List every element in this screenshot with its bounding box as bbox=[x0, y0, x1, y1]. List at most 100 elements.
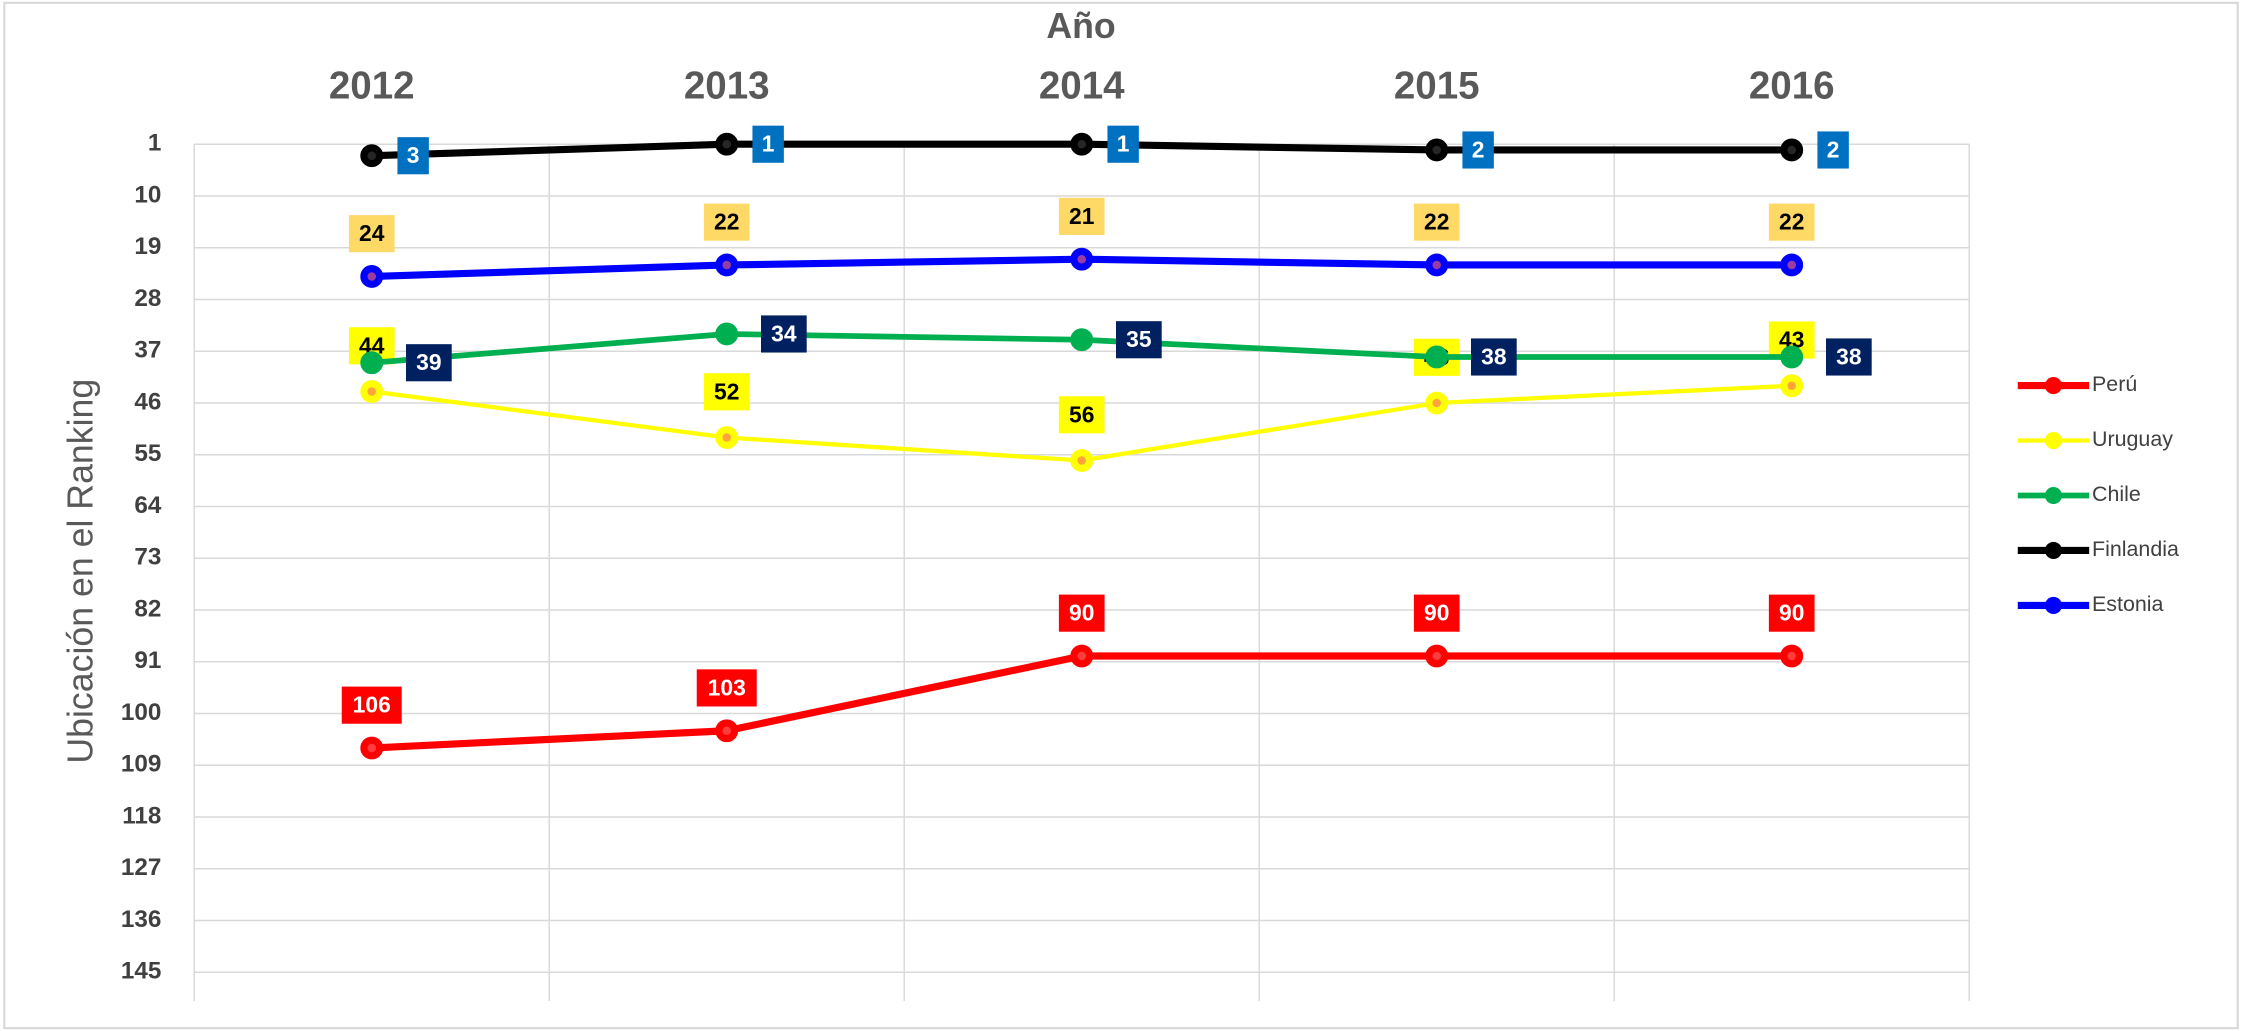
data-point-center bbox=[722, 260, 732, 270]
data-label: 22 bbox=[714, 209, 739, 235]
data-label-box bbox=[1825, 338, 1872, 376]
data-point-center bbox=[1787, 260, 1797, 270]
data-point bbox=[1425, 345, 1449, 369]
chart-border bbox=[3, 1, 2239, 1030]
data-point-center bbox=[722, 433, 732, 442]
x-tick-label: 2014 bbox=[1039, 65, 1125, 108]
y-tick-label: 91 bbox=[134, 647, 161, 674]
legend-marker bbox=[2044, 596, 2063, 615]
data-label-box bbox=[703, 203, 750, 241]
x-tick-label: 2012 bbox=[329, 65, 415, 108]
y-tick-label: 1 bbox=[148, 130, 162, 157]
data-label-box bbox=[1817, 131, 1849, 169]
data-label: 1 bbox=[1117, 131, 1130, 157]
data-point bbox=[360, 351, 384, 375]
legend-label: Perú bbox=[2092, 372, 2137, 396]
data-label: 90 bbox=[1069, 600, 1094, 626]
y-tick-label: 73 bbox=[134, 544, 161, 571]
data-point-center bbox=[722, 726, 732, 736]
data-point bbox=[1780, 345, 1804, 369]
data-label: 56 bbox=[1069, 401, 1094, 427]
data-label: 38 bbox=[1481, 343, 1506, 369]
data-label-box bbox=[1413, 594, 1460, 632]
x-tick-label: 2015 bbox=[1394, 65, 1480, 108]
data-point-center bbox=[367, 272, 377, 281]
data-point-center bbox=[1432, 651, 1442, 661]
data-point-center bbox=[1787, 145, 1797, 155]
data-label: 24 bbox=[359, 220, 385, 246]
data-label: 21 bbox=[1069, 203, 1095, 229]
data-point-center bbox=[1432, 145, 1442, 155]
data-point-center bbox=[1077, 651, 1087, 661]
data-point-center bbox=[367, 387, 377, 396]
data-point-center bbox=[1077, 254, 1087, 264]
data-point-center bbox=[1432, 398, 1442, 408]
y-tick-label: 127 bbox=[121, 854, 162, 881]
y-tick-label: 28 bbox=[134, 285, 161, 312]
data-point-center bbox=[1432, 260, 1442, 270]
legend-marker bbox=[2044, 431, 2063, 450]
data-label-box bbox=[341, 686, 402, 724]
data-label: 103 bbox=[708, 674, 746, 700]
y-tick-label: 118 bbox=[122, 802, 161, 829]
data-label-box bbox=[1768, 203, 1815, 241]
data-label-box bbox=[703, 373, 750, 411]
data-label-box bbox=[1768, 594, 1815, 632]
y-tick-label: 10 bbox=[134, 181, 161, 208]
data-label-box bbox=[1107, 125, 1139, 163]
y-tick-label: 37 bbox=[134, 337, 161, 364]
data-point-center bbox=[1077, 456, 1087, 465]
y-tick-label: 55 bbox=[134, 440, 161, 467]
legend-label: Chile bbox=[2092, 482, 2141, 506]
y-tick-label: 64 bbox=[134, 492, 161, 519]
data-label: 2 bbox=[1472, 136, 1485, 162]
legend-marker bbox=[2044, 541, 2063, 560]
legend-label: Finlandia bbox=[2092, 537, 2179, 561]
data-label: 2 bbox=[1827, 136, 1840, 162]
y-axis-label: Ubicación en el Ranking bbox=[60, 379, 100, 764]
y-tick-label: 46 bbox=[134, 388, 161, 415]
data-point-center bbox=[722, 139, 732, 149]
data-label-box bbox=[397, 137, 429, 175]
legend-marker bbox=[2044, 376, 2063, 395]
data-label-box bbox=[1058, 594, 1105, 632]
data-label: 90 bbox=[1779, 600, 1804, 626]
data-label-box bbox=[696, 669, 757, 707]
data-label: 90 bbox=[1424, 600, 1449, 626]
data-label: 39 bbox=[416, 349, 441, 375]
data-label-box bbox=[761, 315, 807, 353]
legend-label: Estonia bbox=[2092, 592, 2163, 616]
data-label-box bbox=[1058, 396, 1105, 434]
data-label-box bbox=[348, 215, 395, 253]
data-label: 22 bbox=[1424, 209, 1449, 235]
data-label-box bbox=[1462, 131, 1494, 169]
data-label: 106 bbox=[353, 692, 391, 718]
data-point-center bbox=[367, 743, 377, 753]
data-label-box bbox=[1116, 321, 1162, 359]
legend-marker bbox=[2044, 486, 2063, 505]
y-tick-label: 145 bbox=[121, 958, 162, 985]
data-point-center bbox=[1787, 651, 1797, 661]
data-label-box bbox=[1058, 197, 1105, 235]
data-label: 38 bbox=[1836, 343, 1861, 369]
data-label: 3 bbox=[407, 142, 420, 168]
legend-label: Uruguay bbox=[2092, 427, 2173, 451]
data-label: 22 bbox=[1779, 209, 1804, 235]
chart-title: Año bbox=[1046, 6, 1115, 46]
data-point bbox=[715, 322, 739, 346]
data-point-center bbox=[1077, 139, 1087, 149]
y-tick-label: 82 bbox=[134, 595, 161, 622]
y-tick-label: 100 bbox=[121, 699, 162, 726]
data-label: 1 bbox=[762, 131, 775, 157]
x-tick-label: 2016 bbox=[1749, 65, 1835, 108]
data-point bbox=[1070, 328, 1094, 352]
y-tick-label: 109 bbox=[121, 751, 162, 778]
data-label-box bbox=[406, 344, 452, 382]
data-label: 35 bbox=[1126, 326, 1152, 352]
data-label-box bbox=[1413, 203, 1460, 241]
data-point-center bbox=[1787, 381, 1797, 391]
y-tick-label: 136 bbox=[121, 906, 162, 933]
data-label: 52 bbox=[714, 378, 739, 404]
data-label-box bbox=[752, 125, 784, 163]
